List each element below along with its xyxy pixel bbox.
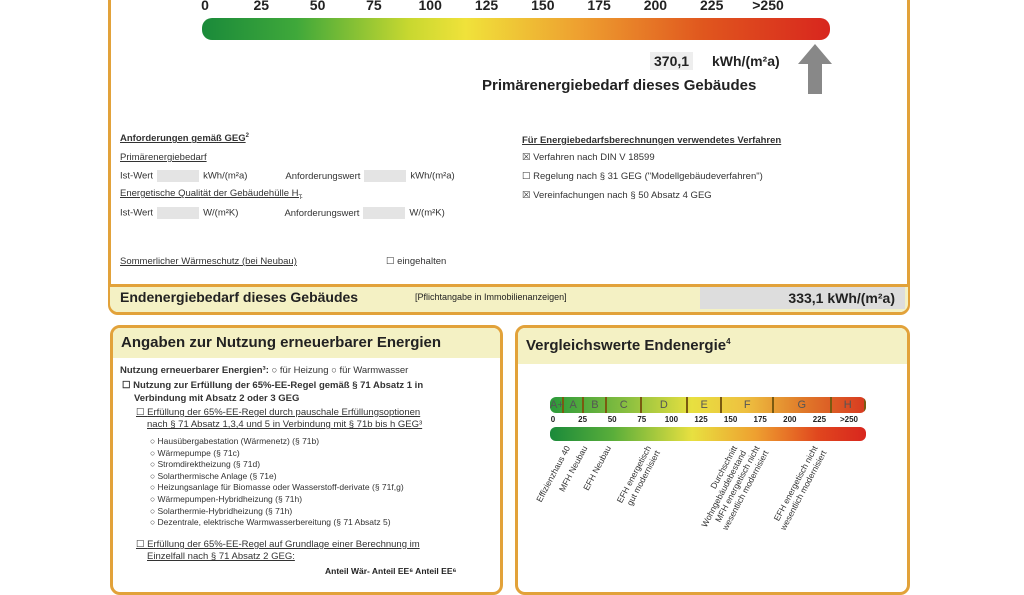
comparison-tick: 200: [783, 415, 797, 424]
end-energy-note: [Pflichtangabe in Immobilienanzeigen]: [415, 292, 567, 302]
scale-tick: 75: [366, 0, 382, 13]
comparison-gradient-bar: [550, 427, 866, 441]
ee-option-radio[interactable]: ○ Stromdirektheizung (§ 71d): [150, 459, 261, 470]
primary-value: 370,1: [650, 52, 694, 70]
comparison-panel: Vergleichswerte Endenergie4: [515, 325, 910, 595]
efficiency-class: B: [584, 397, 608, 413]
summer-checkbox[interactable]: ☐ eingehalten: [386, 256, 447, 267]
ee-option-radio[interactable]: ○ Solarthermische Anlage (§ 71e): [150, 470, 277, 481]
efficiency-class: F: [722, 397, 775, 413]
summer-protection-label: Sommerlicher Wärmeschutz (bei Neubau): [120, 256, 297, 267]
ee-option-radio[interactable]: ○ Dezentrale, elektrische Warmwasserbere…: [150, 517, 391, 528]
scale-tick: 175: [587, 0, 611, 13]
scale-tick: 125: [474, 0, 499, 13]
share-column-header: Anteil Wär- Anteil EE⁶ Anteil EE⁶: [325, 566, 457, 576]
end-energy-label: Endenergiebedarf dieses Gebäudes: [120, 289, 359, 305]
usage-row: Nutzung erneuerbarer Energien³: ○ für He…: [120, 365, 409, 376]
comparison-tick: 175: [753, 415, 767, 424]
comparison-tick: 25: [578, 415, 588, 424]
method-checkbox[interactable]: ☐ Regelung nach § 31 GEG ("Modellgebäude…: [522, 171, 763, 182]
method-title: Für Energiebedarfsberechnungen verwendet…: [522, 135, 782, 146]
hull-row: Ist-Wert W/(m²K) Anforderungswert W/(m²K): [120, 207, 445, 219]
energy-demand-panel: [108, 0, 910, 315]
scale-tick: >250: [752, 0, 784, 13]
efficiency-class: A: [564, 397, 585, 413]
scale-tick: 25: [253, 0, 270, 13]
arrow-up-icon: [798, 44, 832, 94]
efficiency-class: G: [774, 397, 832, 413]
comparison-tick: 50: [607, 415, 617, 424]
comparison-tick: 150: [723, 415, 738, 424]
scale-tick: 100: [418, 0, 442, 13]
primary-label: Primärenergiebedarf dieses Gebäudes: [482, 77, 757, 94]
scale-tick: 200: [643, 0, 668, 13]
scale-tick: 50: [309, 0, 326, 13]
efficiency-class-bar: A+ A B C D E F G H: [550, 397, 866, 413]
method-checkbox[interactable]: ☒ Verfahren nach DIN V 18599: [522, 152, 655, 163]
efficiency-class: C: [607, 397, 642, 413]
efficiency-class: E: [688, 397, 723, 413]
scale-tick: 0: [201, 0, 209, 13]
efficiency-class: D: [642, 397, 688, 413]
renewables-title: Angaben zur Nutzung erneuerbarer Energie…: [113, 328, 500, 358]
primary-unit: kWh/(m²a): [712, 53, 780, 69]
comparison-tick: 100: [664, 415, 679, 424]
ee-option-radio[interactable]: ○ Hausübergabestation (Wärmenetz) (§ 71b…: [150, 436, 320, 446]
comparison-tick: 125: [694, 415, 708, 424]
renewables-panel: Angaben zur Nutzung erneuerbarer Energie…: [110, 325, 503, 595]
comparison-title: Vergleichswerte Endenergie4: [518, 328, 907, 364]
comparison-tick: 75: [637, 415, 647, 424]
scale-tick: 225: [700, 0, 724, 13]
flat-option-checkbox[interactable]: ☐ Erfüllung der 65%-EE-Regel durch pausc…: [136, 407, 423, 430]
primary-row: Ist-Wert kWh/(m²a) Anforderungswert kWh/(m²…: [120, 170, 455, 182]
comparison-tick: 225: [812, 415, 827, 424]
requirements-title: Anforderungen gemäß GEG2: [120, 133, 249, 145]
heating-radio[interactable]: ○ für Heizung: [271, 365, 329, 376]
scale-tick: 150: [531, 0, 555, 13]
method-checkbox[interactable]: ☒ Vereinfachungen nach § 50 Absatz 4 GEG: [522, 190, 712, 201]
calc-option-checkbox[interactable]: ☐ Erfüllung der 65%-EE-Regel auf Grundla…: [136, 539, 420, 562]
ee-option-radio[interactable]: ○ Solarthermie-Hybridheizung (§ 71h): [150, 505, 293, 516]
rule-checkbox[interactable]: ☐ Nutzung zur Erfüllung der 65%-EE-Regel…: [122, 380, 424, 404]
end-energy-value: 333,1 kWh/(m²a): [700, 287, 905, 309]
efficiency-class: H: [832, 397, 866, 413]
comparison-tick: >250: [839, 415, 859, 424]
water-radio[interactable]: ○ für Warmwasser: [331, 365, 409, 376]
hull-heading: Energetische Qualität der Gebäudehülle H…: [120, 188, 303, 201]
primary-heading: Primärenergiebedarf: [120, 152, 207, 163]
ee-option-radio[interactable]: ○ Wärmepumpe (§ 71c): [150, 447, 240, 458]
ee-option-radio[interactable]: ○ Heizungsanlage für Biomasse oder Wasse…: [150, 482, 404, 493]
ee-option-radio[interactable]: ○ Wärmepumpen-Hybridheizung (§ 71h): [150, 494, 303, 504]
efficiency-class: A+: [550, 397, 564, 413]
comparison-tick: 0: [550, 415, 556, 424]
primary-energy-scale-bar: [202, 18, 830, 40]
